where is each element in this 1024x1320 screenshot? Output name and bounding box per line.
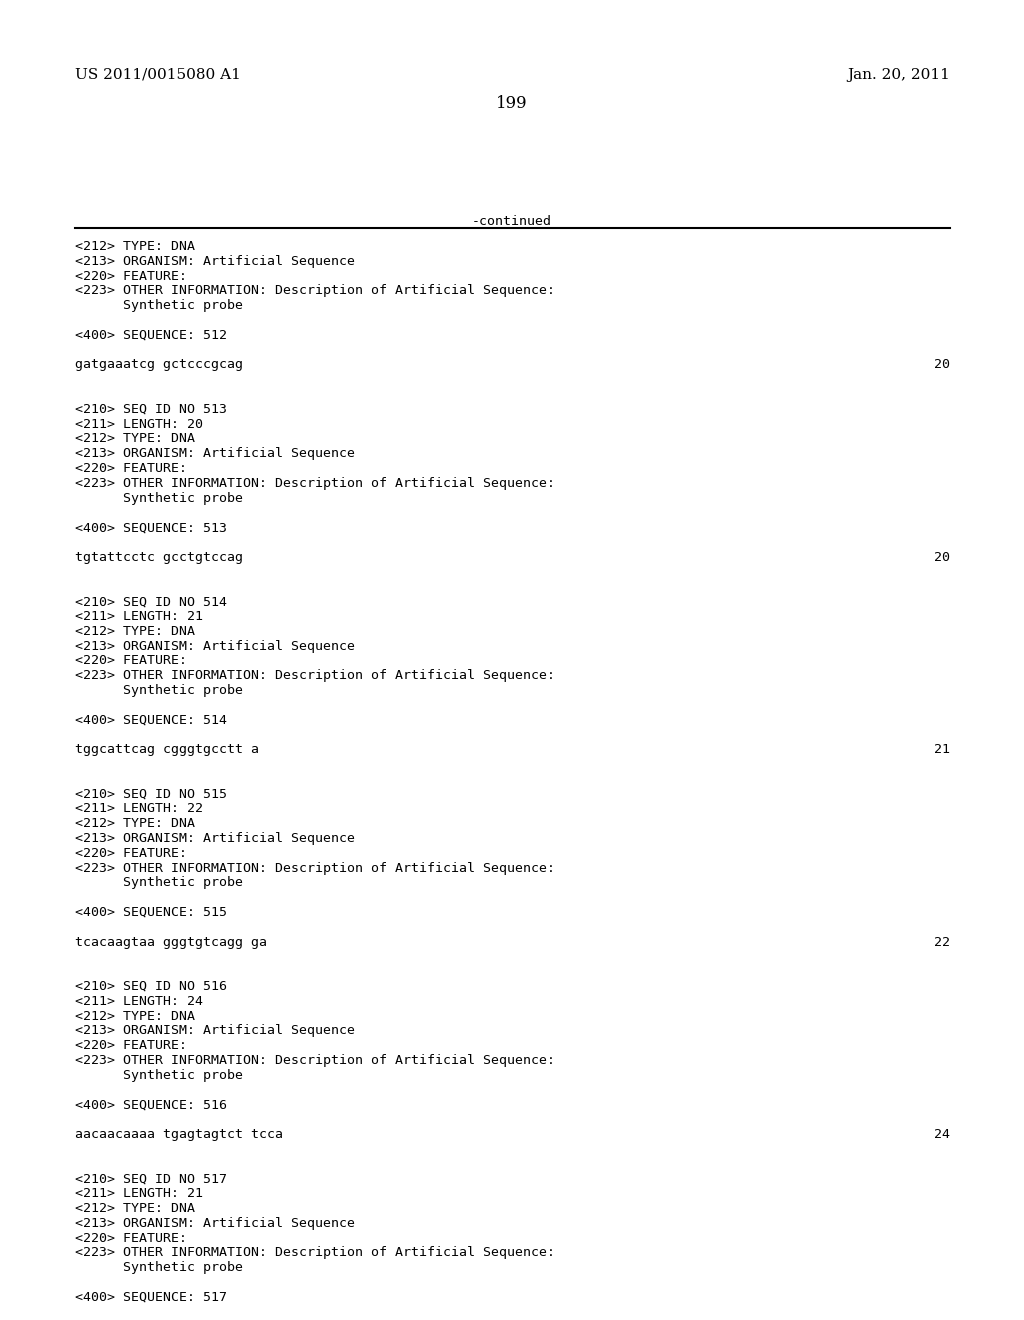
Text: 20: 20 xyxy=(934,550,950,564)
Text: <400> SEQUENCE: 515: <400> SEQUENCE: 515 xyxy=(75,906,227,919)
Text: <400> SEQUENCE: 516: <400> SEQUENCE: 516 xyxy=(75,1098,227,1111)
Text: Synthetic probe: Synthetic probe xyxy=(75,684,243,697)
Text: 20: 20 xyxy=(934,359,950,371)
Text: <211> LENGTH: 21: <211> LENGTH: 21 xyxy=(75,1187,203,1200)
Text: <223> OTHER INFORMATION: Description of Artificial Sequence:: <223> OTHER INFORMATION: Description of … xyxy=(75,477,555,490)
Text: 22: 22 xyxy=(934,936,950,949)
Text: <211> LENGTH: 21: <211> LENGTH: 21 xyxy=(75,610,203,623)
Text: <400> SEQUENCE: 514: <400> SEQUENCE: 514 xyxy=(75,714,227,726)
Text: <212> TYPE: DNA: <212> TYPE: DNA xyxy=(75,817,195,830)
Text: <213> ORGANISM: Artificial Sequence: <213> ORGANISM: Artificial Sequence xyxy=(75,447,355,461)
Text: gatgaaatcg gctcccgcag: gatgaaatcg gctcccgcag xyxy=(75,359,243,371)
Text: <400> SEQUENCE: 513: <400> SEQUENCE: 513 xyxy=(75,521,227,535)
Text: <213> ORGANISM: Artificial Sequence: <213> ORGANISM: Artificial Sequence xyxy=(75,1024,355,1038)
Text: Synthetic probe: Synthetic probe xyxy=(75,491,243,504)
Text: Jan. 20, 2011: Jan. 20, 2011 xyxy=(847,69,950,82)
Text: <212> TYPE: DNA: <212> TYPE: DNA xyxy=(75,1010,195,1023)
Text: 199: 199 xyxy=(497,95,527,112)
Text: <210> SEQ ID NO 513: <210> SEQ ID NO 513 xyxy=(75,403,227,416)
Text: <211> LENGTH: 24: <211> LENGTH: 24 xyxy=(75,995,203,1007)
Text: <220> FEATURE:: <220> FEATURE: xyxy=(75,269,187,282)
Text: <210> SEQ ID NO 515: <210> SEQ ID NO 515 xyxy=(75,788,227,801)
Text: Synthetic probe: Synthetic probe xyxy=(75,1069,243,1082)
Text: <213> ORGANISM: Artificial Sequence: <213> ORGANISM: Artificial Sequence xyxy=(75,832,355,845)
Text: <212> TYPE: DNA: <212> TYPE: DNA xyxy=(75,1203,195,1214)
Text: <223> OTHER INFORMATION: Description of Artificial Sequence:: <223> OTHER INFORMATION: Description of … xyxy=(75,284,555,297)
Text: <213> ORGANISM: Artificial Sequence: <213> ORGANISM: Artificial Sequence xyxy=(75,640,355,652)
Text: <400> SEQUENCE: 512: <400> SEQUENCE: 512 xyxy=(75,329,227,342)
Text: <223> OTHER INFORMATION: Description of Artificial Sequence:: <223> OTHER INFORMATION: Description of … xyxy=(75,862,555,875)
Text: <211> LENGTH: 20: <211> LENGTH: 20 xyxy=(75,417,203,430)
Text: <210> SEQ ID NO 514: <210> SEQ ID NO 514 xyxy=(75,595,227,609)
Text: <210> SEQ ID NO 516: <210> SEQ ID NO 516 xyxy=(75,979,227,993)
Text: <220> FEATURE:: <220> FEATURE: xyxy=(75,1232,187,1245)
Text: Synthetic probe: Synthetic probe xyxy=(75,876,243,890)
Text: <210> SEQ ID NO 517: <210> SEQ ID NO 517 xyxy=(75,1172,227,1185)
Text: Synthetic probe: Synthetic probe xyxy=(75,1261,243,1274)
Text: tgtattcctc gcctgtccag: tgtattcctc gcctgtccag xyxy=(75,550,243,564)
Text: <212> TYPE: DNA: <212> TYPE: DNA xyxy=(75,240,195,253)
Text: <212> TYPE: DNA: <212> TYPE: DNA xyxy=(75,433,195,445)
Text: <400> SEQUENCE: 517: <400> SEQUENCE: 517 xyxy=(75,1291,227,1304)
Text: tcacaagtaa gggtgtcagg ga: tcacaagtaa gggtgtcagg ga xyxy=(75,936,267,949)
Text: <213> ORGANISM: Artificial Sequence: <213> ORGANISM: Artificial Sequence xyxy=(75,255,355,268)
Text: tggcattcag cgggtgcctt a: tggcattcag cgggtgcctt a xyxy=(75,743,259,756)
Text: <220> FEATURE:: <220> FEATURE: xyxy=(75,655,187,668)
Text: <223> OTHER INFORMATION: Description of Artificial Sequence:: <223> OTHER INFORMATION: Description of … xyxy=(75,669,555,682)
Text: US 2011/0015080 A1: US 2011/0015080 A1 xyxy=(75,69,241,82)
Text: aacaacaaaa tgagtagtct tcca: aacaacaaaa tgagtagtct tcca xyxy=(75,1129,283,1140)
Text: <220> FEATURE:: <220> FEATURE: xyxy=(75,1039,187,1052)
Text: <220> FEATURE:: <220> FEATURE: xyxy=(75,847,187,859)
Text: <223> OTHER INFORMATION: Description of Artificial Sequence:: <223> OTHER INFORMATION: Description of … xyxy=(75,1246,555,1259)
Text: Synthetic probe: Synthetic probe xyxy=(75,300,243,313)
Text: <211> LENGTH: 22: <211> LENGTH: 22 xyxy=(75,803,203,816)
Text: <212> TYPE: DNA: <212> TYPE: DNA xyxy=(75,624,195,638)
Text: <223> OTHER INFORMATION: Description of Artificial Sequence:: <223> OTHER INFORMATION: Description of … xyxy=(75,1053,555,1067)
Text: 21: 21 xyxy=(934,743,950,756)
Text: <213> ORGANISM: Artificial Sequence: <213> ORGANISM: Artificial Sequence xyxy=(75,1217,355,1230)
Text: -continued: -continued xyxy=(472,215,552,228)
Text: 24: 24 xyxy=(934,1129,950,1140)
Text: <220> FEATURE:: <220> FEATURE: xyxy=(75,462,187,475)
